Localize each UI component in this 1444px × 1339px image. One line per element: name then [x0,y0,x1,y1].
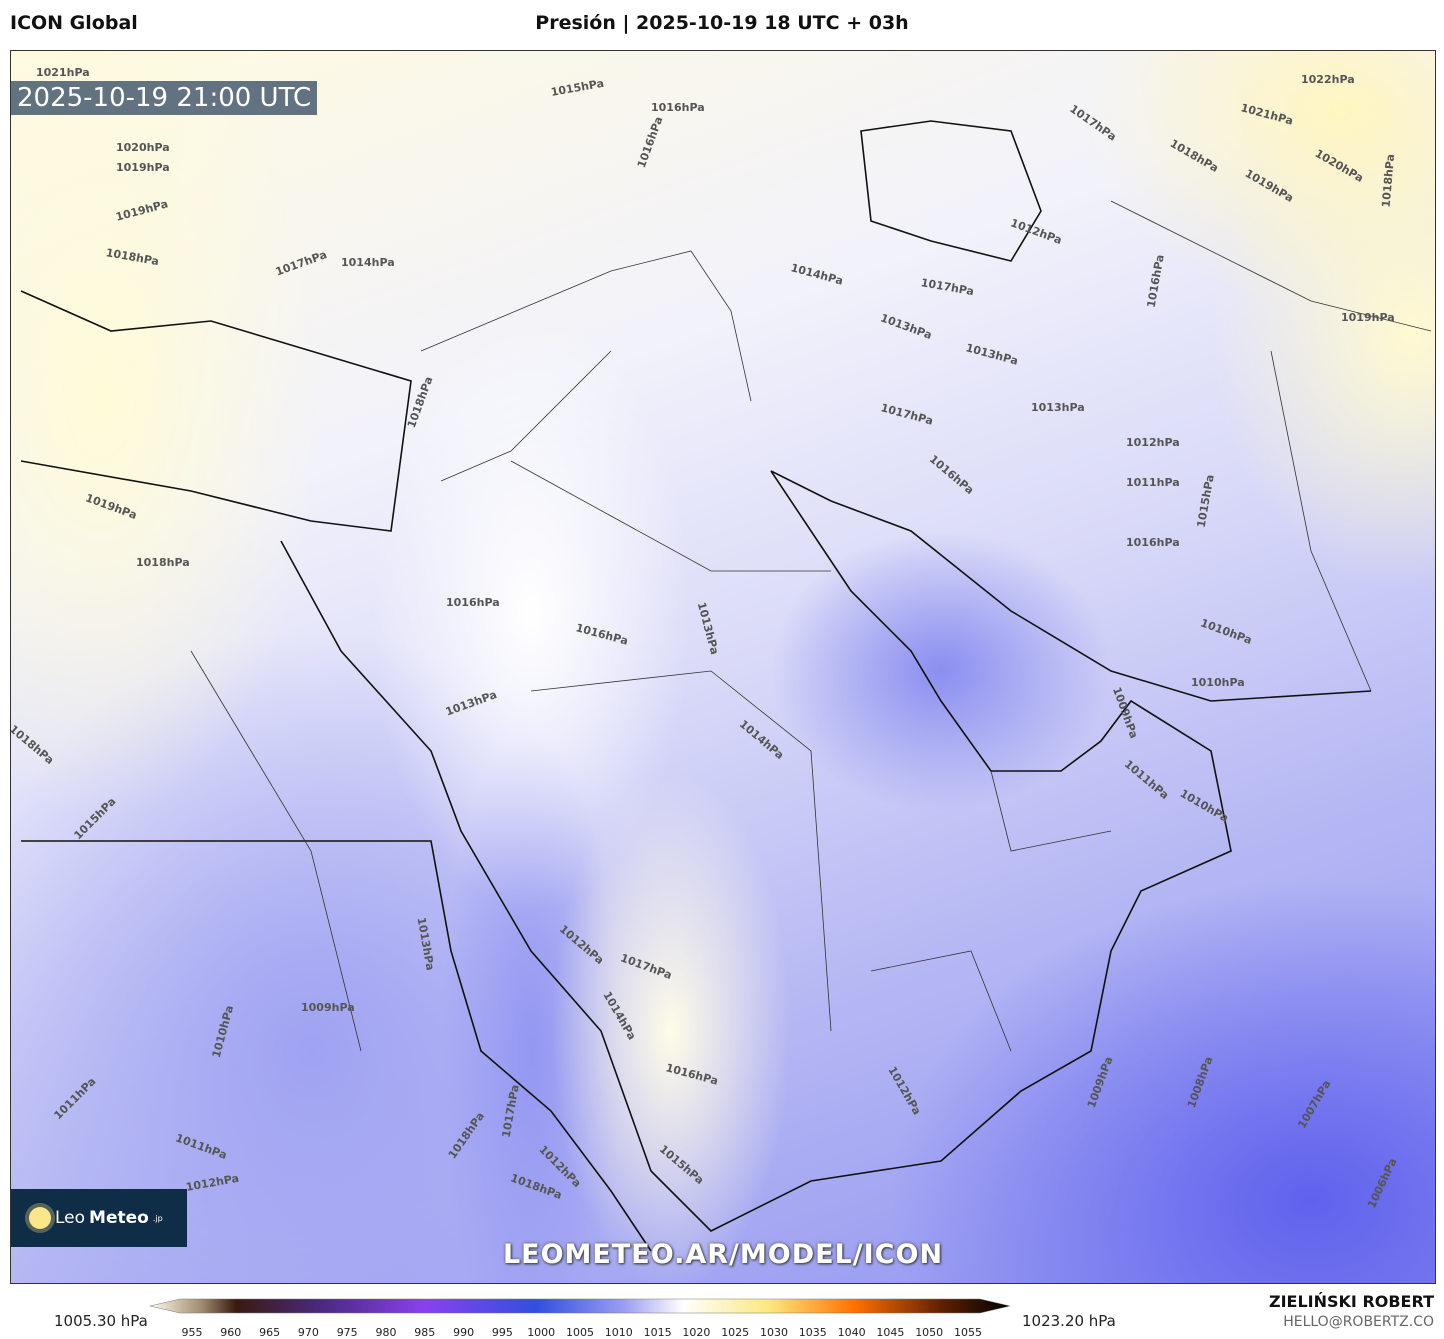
isobar-label: 1019hPa [116,161,170,174]
isobar-label: 1012hPa [1126,436,1180,449]
colorbar-max-label: 1023.20 hPa [1022,1312,1116,1330]
isobar-label: 1019hPa [1341,311,1395,324]
colorbar-tick: 1015 [643,1326,672,1339]
isobar-label: 1021hPa [36,66,90,79]
coastline-arabia [280,470,1232,1232]
coastline-africa [21,840,652,1252]
author-email: HELLO@ROBERTZ.CO [1283,1314,1434,1330]
colorbar-tick: 1000 [527,1326,556,1339]
colorbar-tick: 1040 [837,1326,866,1339]
coastline-iran [770,470,1372,702]
colorbar-tick: 955 [181,1326,203,1339]
borders-layer [20,120,1432,1252]
colorbar-tick: 1030 [760,1326,788,1339]
author-credit: ZIELIŃSKI ROBERT [1268,1292,1434,1311]
isobar-label: 1013hPa [1031,401,1085,414]
colorbar-tick: 1025 [721,1326,750,1339]
isobar-label: 1014hPa [341,256,395,269]
colorbar [150,1298,1010,1314]
colorbar-tick: 1055 [954,1326,982,1339]
leometeo-logo[interactable]: Leo Meteo .jp [11,1189,187,1247]
colorbar-tick: 985 [414,1326,436,1339]
isobar-label: 1009hPa [301,1001,355,1014]
chart-title: Presión | 2025-10-19 18 UTC + 03h [535,12,909,34]
model-name: ICON Global [10,12,138,34]
colorbar-tick: 1035 [798,1326,827,1339]
isobar-label: 1016hPa [651,101,705,114]
logo-text-meteo: Meteo [89,1208,149,1228]
colorbar-tick: 1020 [682,1326,711,1339]
logo-text-suffix: .jp [152,1213,163,1223]
coastline-med [20,290,412,532]
caspian-sea [860,120,1042,262]
colorbar-tick: 1050 [915,1326,944,1339]
isobar-label: 1022hPa [1301,73,1355,86]
colorbar-tick: 1045 [876,1326,905,1339]
watermark-url: LEOMETEO.AR/MODEL/ICON [502,1239,944,1270]
colorbar-tick: 960 [220,1326,242,1339]
valid-time-stamp: 2025-10-19 21:00 UTC [11,81,318,115]
pressure-map[interactable]: 1021hPa 1015hPa 1016hPa 1020hPa 1019hPa 1019h… [10,50,1436,1284]
sun-icon [29,1207,51,1229]
colorbar-tick: 980 [375,1326,397,1339]
isobar-label: 1016hPa [446,596,500,609]
colorbar-min-label: 1005.30 hPa [54,1312,148,1330]
colorbar-tick: 1005 [566,1326,594,1339]
colorbar-tick: 995 [491,1326,513,1339]
isobar-label: 1020hPa [116,141,170,154]
logo-text-leo: Leo [55,1208,86,1228]
isobar-label: 1016hPa [1126,536,1180,549]
colorbar-tick: 975 [336,1326,358,1339]
colorbar-tick: 990 [453,1326,475,1339]
colorbar-tick: 1010 [604,1326,633,1339]
isobar-label: 1011hPa [1126,476,1180,489]
isobar-label: 1010hPa [1191,676,1245,689]
colorbar-tick: 965 [259,1326,281,1339]
colorbar-tick: 970 [297,1326,319,1339]
isobar-label: 1018hPa [136,556,190,569]
